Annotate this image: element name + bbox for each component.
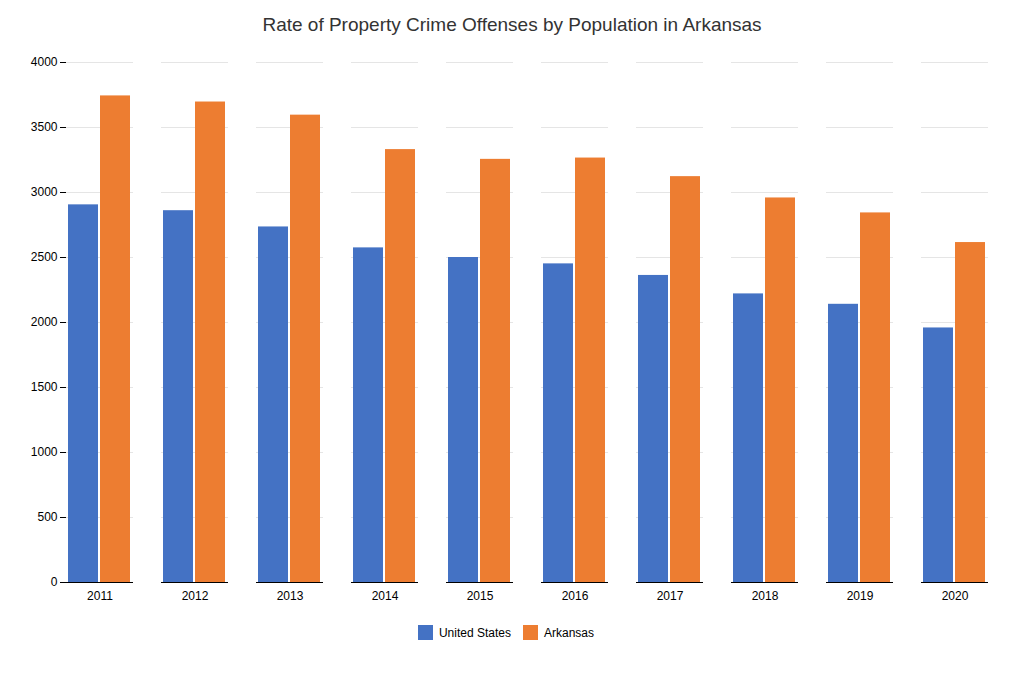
svg-text:0: 0 [51,575,58,589]
svg-text:500: 500 [37,510,57,524]
svg-text:4000: 4000 [31,55,58,69]
svg-text:1500: 1500 [31,380,58,394]
svg-text:2015: 2015 [467,589,494,603]
svg-text:3500: 3500 [31,120,58,134]
svg-text:2013: 2013 [277,589,304,603]
svg-text:2019: 2019 [847,589,874,603]
svg-text:2016: 2016 [562,589,589,603]
svg-text:2020: 2020 [942,589,969,603]
svg-text:2011: 2011 [87,589,113,603]
svg-text:2500: 2500 [31,250,58,264]
html-text:Rate of Property Crime Offense: Rate of Property Crime Offenses by Popul… [262,14,762,35]
svg-text:2000: 2000 [31,315,58,329]
svg-text:2012: 2012 [182,589,209,603]
html-text:Arkansas: Arkansas [544,625,594,640]
svg-text:1000: 1000 [31,445,58,459]
svg-text:2017: 2017 [657,589,684,603]
svg-text:3000: 3000 [31,185,58,199]
svg-text:2014: 2014 [372,589,399,603]
svg-text:2018: 2018 [752,589,779,603]
html-text:United States: United States [439,625,511,640]
